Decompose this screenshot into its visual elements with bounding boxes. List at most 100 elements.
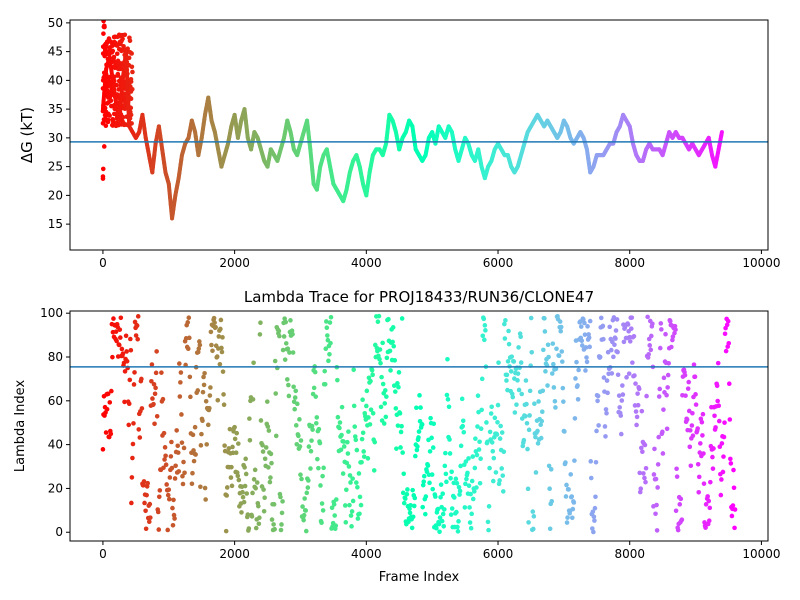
lambda-point [303, 528, 309, 534]
lambda-point [251, 360, 256, 366]
lambda-point [445, 397, 451, 402]
lambda-point [543, 369, 548, 374]
lambda-point [410, 487, 415, 493]
lambda-point [429, 472, 435, 477]
lambda-point [624, 375, 629, 380]
lambda-point [403, 496, 408, 501]
x-tick-label: 8000 [614, 256, 645, 270]
scatter-point [103, 9, 108, 14]
lambda-point [326, 358, 331, 364]
lambda-point [500, 489, 506, 494]
lambda-point [475, 424, 480, 429]
lambda-point [393, 406, 399, 411]
lambda-point [428, 415, 433, 421]
lambda-point [474, 485, 479, 490]
x-tick-label: 10000 [742, 256, 780, 270]
lambda-point [412, 495, 418, 501]
lambda-point [410, 514, 416, 520]
lambda-point [169, 465, 175, 471]
lambda-point [484, 420, 489, 425]
lambda-point [137, 435, 143, 440]
lambda-point [572, 458, 577, 463]
lambda-point [612, 342, 617, 348]
lambda-point [665, 372, 671, 378]
lambda-point [293, 388, 299, 394]
trace-segment [123, 49, 129, 69]
lambda-point [689, 423, 695, 428]
lambda-point [542, 329, 548, 334]
lambda-point [570, 506, 576, 512]
lambda-point [499, 430, 505, 435]
lambda-point [716, 418, 722, 424]
lambda-point [664, 392, 669, 398]
lambda-point [277, 333, 282, 339]
lambda-point [150, 396, 155, 401]
lambda-point [722, 420, 727, 425]
lambda-point [495, 419, 500, 425]
lambda-point [551, 385, 557, 390]
lambda-point [196, 346, 202, 351]
lambda-point [554, 346, 559, 352]
lambda-point [309, 423, 315, 429]
lambda-point [515, 371, 521, 376]
lambda-point [497, 436, 503, 441]
lambda-point [162, 445, 168, 450]
lambda-point [211, 315, 217, 321]
lambda-point [434, 525, 439, 531]
lambda-point [301, 517, 306, 523]
lambda-point [627, 339, 633, 344]
lambda-point [320, 473, 325, 479]
lambda-point [670, 337, 675, 343]
lambda-point [120, 351, 126, 356]
lambda-point [227, 426, 233, 432]
lambda-point [133, 333, 139, 338]
lambda-point [178, 370, 184, 375]
lambda-point [533, 470, 539, 475]
lambda-point [635, 391, 640, 396]
lambda-point [280, 499, 285, 504]
lambda-point [635, 402, 641, 408]
lambda-point [319, 501, 325, 506]
lambda-point [593, 459, 599, 465]
lambda-point [551, 361, 556, 367]
lambda-point [360, 430, 366, 436]
lambda-point [667, 318, 673, 324]
lambda-point [686, 379, 692, 385]
lambda-point [179, 412, 184, 417]
lambda-point [588, 475, 594, 481]
lambda-point [489, 440, 495, 445]
lambda-point [727, 417, 733, 422]
lambda-point [250, 490, 255, 496]
lambda-point [487, 465, 492, 471]
lambda-point [292, 406, 297, 412]
lambda-point [388, 368, 393, 373]
lambda-point [278, 494, 283, 500]
lambda-point [325, 333, 330, 338]
lambda-point [139, 376, 144, 382]
lambda-point [190, 432, 196, 438]
lambda-point [691, 362, 697, 367]
lambda-point [111, 316, 116, 321]
lambda-point [730, 503, 736, 508]
lambda-point [502, 336, 508, 341]
lambda-point [279, 522, 284, 527]
lambda-point [318, 483, 323, 488]
lambda-point [687, 428, 693, 433]
lambda-point [642, 475, 647, 481]
lambda-point [381, 421, 387, 426]
lambda-point [718, 492, 724, 498]
lambda-point [472, 489, 477, 494]
lambda-point [376, 313, 382, 319]
lambda-point [603, 407, 609, 412]
x-tick-label: 4000 [351, 256, 382, 270]
lambda-point [574, 359, 579, 365]
lambda-point [731, 485, 737, 491]
lambda-point [571, 500, 577, 505]
lambda-point [105, 391, 111, 397]
lambda-point [219, 345, 224, 351]
lambda-point [197, 342, 203, 348]
lambda-point [395, 423, 401, 428]
lambda-point [496, 360, 501, 365]
lambda-point [456, 484, 462, 490]
lambda-point [178, 380, 183, 385]
